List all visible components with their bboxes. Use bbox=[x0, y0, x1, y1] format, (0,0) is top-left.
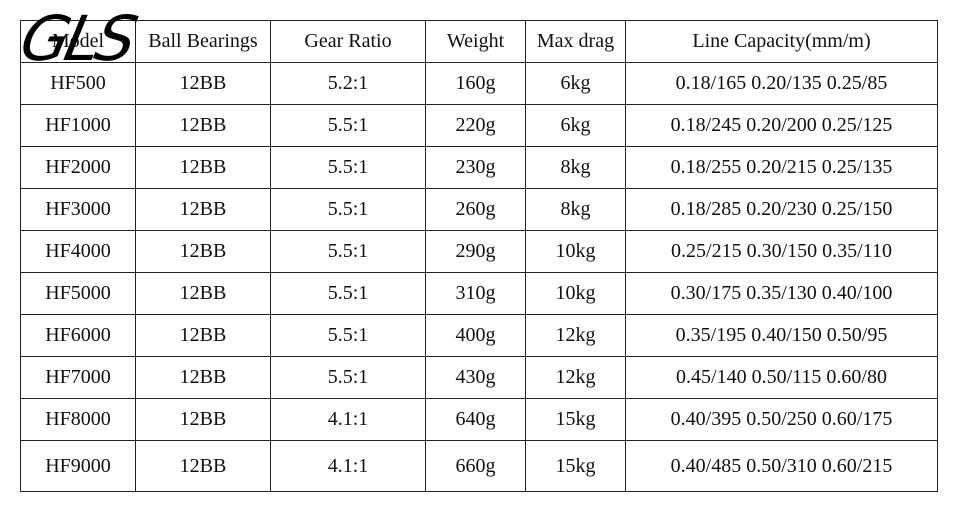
table-cell: 5.5:1 bbox=[270, 314, 426, 357]
table-cell: 290g bbox=[425, 230, 526, 273]
table-cell: 12BB bbox=[135, 398, 271, 441]
table-cell: 12BB bbox=[135, 104, 271, 147]
table-cell: 12BB bbox=[135, 230, 271, 273]
table-cell: 5.5:1 bbox=[270, 356, 426, 399]
table-cell: 8kg bbox=[525, 146, 626, 189]
table-cell: 4.1:1 bbox=[270, 398, 426, 441]
table-cell: 12BB bbox=[135, 314, 271, 357]
table-cell: 430g bbox=[425, 356, 526, 399]
table-row: HF4000 12BB 5.5:1 290g 10kg 0.25/215 0.30/150… bbox=[20, 230, 938, 273]
table-cell: 230g bbox=[425, 146, 526, 189]
table-cell: HF6000 bbox=[20, 314, 136, 357]
table-cell: 12BB bbox=[135, 188, 271, 231]
table-cell: 5.5:1 bbox=[270, 146, 426, 189]
table-cell: 640g bbox=[425, 398, 526, 441]
table-row: HF7000 12BB 5.5:1 430g 12kg 0.45/140 0.50/115… bbox=[20, 356, 938, 399]
table-cell: HF8000 bbox=[20, 398, 136, 441]
table-cell: 15kg bbox=[525, 440, 626, 492]
logo: GLS bbox=[14, 2, 140, 75]
table-row: HF500 12BB 5.2:1 160g 6kg 0.18/165 0.20/135 0… bbox=[20, 62, 938, 105]
table-cell: 0.40/395 0.50/250 0.60/175 bbox=[625, 398, 938, 441]
spec-table: Model Ball Bearings Gear Ratio Weight Max dr… bbox=[20, 20, 938, 492]
table-cell: 0.18/285 0.20/230 0.25/150 bbox=[625, 188, 938, 231]
table-cell: 0.25/215 0.30/150 0.35/110 bbox=[625, 230, 938, 273]
header-cell: Gear Ratio bbox=[270, 20, 426, 63]
table-cell: HF5000 bbox=[20, 272, 136, 315]
header-cell: Line Capacity(mm/m) bbox=[625, 20, 938, 63]
table-cell: 5.5:1 bbox=[270, 188, 426, 231]
header-cell: Max drag bbox=[525, 20, 626, 63]
table-row: HF3000 12BB 5.5:1 260g 8kg 0.18/285 0.20/230 … bbox=[20, 188, 938, 231]
table-cell: 12BB bbox=[135, 272, 271, 315]
header-cell: Weight bbox=[425, 20, 526, 63]
table-cell: 0.30/175 0.35/130 0.40/100 bbox=[625, 272, 938, 315]
table-cell: 310g bbox=[425, 272, 526, 315]
table-cell: 5.2:1 bbox=[270, 62, 426, 105]
table-cell: 12BB bbox=[135, 62, 271, 105]
table-cell: HF9000 bbox=[20, 440, 136, 492]
table-cell: 400g bbox=[425, 314, 526, 357]
header-cell: Model bbox=[20, 20, 136, 63]
table-cell: 660g bbox=[425, 440, 526, 492]
table-cell: HF500 bbox=[20, 62, 136, 105]
table-cell: 12kg bbox=[525, 314, 626, 357]
table-cell: 0.40/485 0.50/310 0.60/215 bbox=[625, 440, 938, 492]
table-cell: 10kg bbox=[525, 272, 626, 315]
table-cell: 12BB bbox=[135, 440, 271, 492]
table-cell: 160g bbox=[425, 62, 526, 105]
table-cell: HF2000 bbox=[20, 146, 136, 189]
table-cell: 6kg bbox=[525, 62, 626, 105]
table-cell: 12BB bbox=[135, 146, 271, 189]
table-cell: HF4000 bbox=[20, 230, 136, 273]
table-row: HF6000 12BB 5.5:1 400g 12kg 0.35/195 0.40/150… bbox=[20, 314, 938, 357]
table-cell: 0.35/195 0.40/150 0.50/95 bbox=[625, 314, 938, 357]
header-row: Model Ball Bearings Gear Ratio Weight Max dr… bbox=[20, 20, 938, 63]
table-cell: HF3000 bbox=[20, 188, 136, 231]
table-cell: 5.5:1 bbox=[270, 272, 426, 315]
table-cell: 6kg bbox=[525, 104, 626, 147]
table-row: HF5000 12BB 5.5:1 310g 10kg 0.30/175 0.35/130… bbox=[20, 272, 938, 315]
table-cell: 15kg bbox=[525, 398, 626, 441]
table-cell: 260g bbox=[425, 188, 526, 231]
table-cell: 0.18/245 0.20/200 0.25/125 bbox=[625, 104, 938, 147]
table-cell: 5.5:1 bbox=[270, 230, 426, 273]
table-row: HF1000 12BB 5.5:1 220g 6kg 0.18/245 0.20/200 … bbox=[20, 104, 938, 147]
table-cell: HF7000 bbox=[20, 356, 136, 399]
table-row: HF2000 12BB 5.5:1 230g 8kg 0.18/255 0.20/215 … bbox=[20, 146, 938, 189]
table-cell: 4.1:1 bbox=[270, 440, 426, 492]
table-cell: 220g bbox=[425, 104, 526, 147]
table-cell: 12BB bbox=[135, 356, 271, 399]
table-cell: 5.5:1 bbox=[270, 104, 426, 147]
table-cell: 0.18/255 0.20/215 0.25/135 bbox=[625, 146, 938, 189]
table-row: HF8000 12BB 4.1:1 640g 15kg 0.40/395 0.50/250… bbox=[20, 398, 938, 441]
table-cell: 10kg bbox=[525, 230, 626, 273]
table-cell: 0.45/140 0.50/115 0.60/80 bbox=[625, 356, 938, 399]
table-cell: 0.18/165 0.20/135 0.25/85 bbox=[625, 62, 938, 105]
table-row: HF9000 12BB 4.1:1 660g 15kg 0.40/485 0.50/310… bbox=[20, 440, 938, 492]
header-cell: Ball Bearings bbox=[135, 20, 271, 63]
table-cell: 8kg bbox=[525, 188, 626, 231]
table-cell: HF1000 bbox=[20, 104, 136, 147]
table-cell: 12kg bbox=[525, 356, 626, 399]
